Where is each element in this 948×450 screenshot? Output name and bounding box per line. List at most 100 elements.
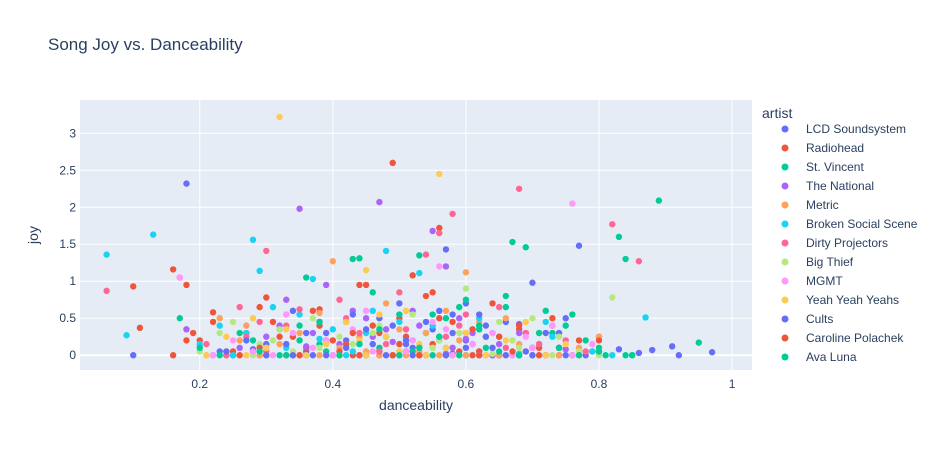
data-point xyxy=(476,322,483,329)
data-point xyxy=(562,352,569,359)
data-point xyxy=(655,197,663,204)
legend-item[interactable]: Broken Social Scene xyxy=(781,217,918,231)
data-point xyxy=(555,333,563,340)
data-point xyxy=(449,210,456,218)
legend-marker xyxy=(781,125,789,133)
data-point xyxy=(263,247,270,255)
legend-item[interactable]: The National xyxy=(781,179,875,193)
data-point xyxy=(376,326,383,333)
legend-item[interactable]: St. Vincent xyxy=(781,160,865,174)
legend-item[interactable]: Radiohead xyxy=(781,141,865,155)
data-point xyxy=(429,311,436,318)
data-point xyxy=(183,281,190,289)
data-point xyxy=(515,329,523,337)
data-point xyxy=(416,322,423,329)
data-point xyxy=(542,307,549,315)
data-point xyxy=(469,352,476,359)
data-point xyxy=(562,340,569,348)
data-point xyxy=(489,329,496,337)
legend-item[interactable]: Yeah Yeah Yeahs xyxy=(781,293,900,307)
data-point xyxy=(469,340,476,348)
data-point xyxy=(336,296,343,303)
data-point xyxy=(336,333,343,340)
legend-marker xyxy=(781,334,789,342)
data-point xyxy=(249,348,257,355)
data-point xyxy=(229,352,237,359)
data-point xyxy=(429,352,436,359)
legend-item[interactable]: MGMT xyxy=(781,274,844,288)
data-point xyxy=(489,350,496,357)
data-point xyxy=(249,315,257,322)
legend-item[interactable]: Metric xyxy=(781,198,839,212)
data-point xyxy=(522,348,529,355)
data-point xyxy=(342,352,350,359)
data-point xyxy=(442,315,450,322)
legend-marker xyxy=(781,163,789,171)
data-point xyxy=(589,348,596,355)
data-point xyxy=(422,352,430,359)
data-point xyxy=(529,315,536,322)
data-point xyxy=(582,348,589,355)
data-point xyxy=(229,337,237,344)
data-point xyxy=(515,352,523,359)
data-point xyxy=(203,340,210,348)
data-point xyxy=(303,343,310,350)
data-point xyxy=(356,329,363,337)
data-point xyxy=(396,326,403,333)
data-point xyxy=(356,352,363,359)
data-point xyxy=(176,315,184,322)
data-point xyxy=(515,322,523,329)
data-point xyxy=(309,307,317,315)
legend-label: Dirty Projectors xyxy=(806,236,888,250)
data-point xyxy=(515,344,523,352)
legend-item[interactable]: Cults xyxy=(781,312,834,326)
x-axis-title: danceability xyxy=(379,397,453,413)
data-point xyxy=(216,315,223,322)
legend[interactable]: LCD Soundsystem Radiohead St. Vincent The N… xyxy=(781,122,918,364)
data-point xyxy=(309,329,317,337)
data-point xyxy=(635,258,643,265)
x-tick-label: 0.6 xyxy=(458,377,475,391)
data-point xyxy=(389,338,396,346)
data-point xyxy=(309,315,317,322)
data-point xyxy=(708,349,716,356)
data-point xyxy=(209,309,217,316)
data-point xyxy=(595,348,603,355)
data-point xyxy=(322,329,330,337)
data-point xyxy=(416,352,423,359)
data-point xyxy=(362,326,370,333)
data-point xyxy=(456,303,463,311)
legend-item[interactable]: LCD Soundsystem xyxy=(781,122,907,136)
data-point xyxy=(349,255,356,263)
data-point xyxy=(449,318,456,326)
data-point xyxy=(456,322,463,329)
legend-item[interactable]: Caroline Polachek xyxy=(781,331,905,345)
legend-item[interactable]: Big Thief xyxy=(781,255,854,269)
data-point xyxy=(283,326,290,333)
data-point xyxy=(462,311,470,318)
data-point xyxy=(309,352,317,359)
data-point xyxy=(436,352,443,359)
data-point xyxy=(369,289,376,296)
data-point xyxy=(216,322,223,329)
data-points xyxy=(103,113,716,359)
legend-label: Metric xyxy=(806,198,839,212)
data-point xyxy=(535,340,543,348)
data-point xyxy=(495,333,503,340)
data-point xyxy=(289,352,297,359)
data-point xyxy=(369,329,376,337)
data-point xyxy=(469,326,476,333)
legend-item[interactable]: Dirty Projectors xyxy=(781,236,889,250)
data-point xyxy=(369,307,376,315)
legend-item[interactable]: Ava Luna xyxy=(781,350,857,364)
data-point xyxy=(329,326,337,333)
data-point xyxy=(296,306,303,313)
data-point xyxy=(442,246,450,253)
data-point xyxy=(402,326,410,333)
data-point xyxy=(223,333,230,340)
data-point xyxy=(362,315,370,322)
data-point xyxy=(542,352,549,359)
data-point xyxy=(449,352,456,359)
data-point xyxy=(575,242,583,249)
data-point xyxy=(396,300,403,307)
